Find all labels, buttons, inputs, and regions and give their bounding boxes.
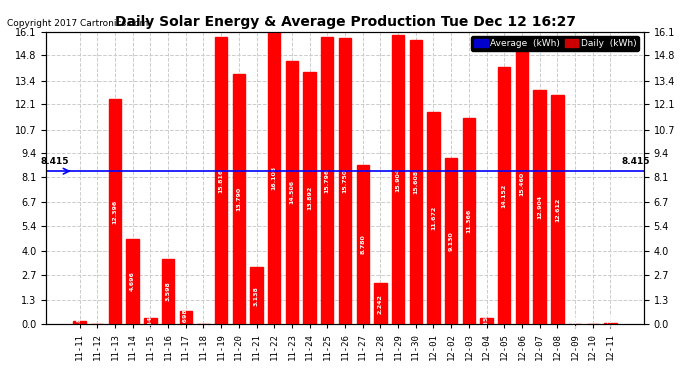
Text: 12.904: 12.904	[537, 195, 542, 219]
Bar	[480, 318, 493, 324]
Text: 8.415: 8.415	[621, 157, 649, 166]
Text: 15.796: 15.796	[325, 168, 330, 193]
Bar	[357, 165, 369, 324]
Bar	[392, 35, 404, 324]
Bar	[233, 74, 245, 324]
Text: 14.506: 14.506	[289, 180, 295, 204]
Text: 15.904: 15.904	[395, 168, 401, 192]
Text: 15.608: 15.608	[413, 170, 418, 194]
Text: 12.612: 12.612	[555, 197, 560, 222]
Bar	[463, 118, 475, 324]
Bar	[179, 311, 192, 324]
Bar	[286, 60, 298, 324]
Legend: Average  (kWh), Daily  (kWh): Average (kWh), Daily (kWh)	[471, 36, 639, 51]
Bar	[215, 37, 227, 324]
Bar	[374, 284, 386, 324]
Text: 16.108: 16.108	[272, 166, 277, 190]
Text: 0.072: 0.072	[608, 314, 613, 333]
Bar	[533, 90, 546, 324]
Text: 2.242: 2.242	[378, 294, 383, 314]
Bar	[498, 67, 511, 324]
Text: 13.892: 13.892	[307, 186, 312, 210]
Bar	[126, 239, 139, 324]
Bar	[109, 99, 121, 324]
Text: 12.396: 12.396	[112, 200, 117, 223]
Text: 15.750: 15.750	[342, 169, 348, 193]
Text: 8.780: 8.780	[360, 234, 365, 254]
Bar	[321, 37, 333, 324]
Bar	[304, 72, 316, 324]
Bar	[410, 40, 422, 324]
Text: 0.356: 0.356	[484, 311, 489, 331]
Bar	[515, 43, 528, 324]
Text: Copyright 2017 Cartronics.com: Copyright 2017 Cartronics.com	[7, 19, 148, 28]
Text: 0.344: 0.344	[148, 311, 153, 331]
Bar	[427, 112, 440, 324]
Bar	[250, 267, 263, 324]
Text: 11.366: 11.366	[466, 209, 471, 233]
Bar	[339, 38, 351, 324]
Text: 0.188: 0.188	[77, 312, 82, 332]
Bar	[73, 321, 86, 324]
Bar	[445, 158, 457, 324]
Text: 15.460: 15.460	[520, 172, 524, 196]
Text: 11.672: 11.672	[431, 206, 436, 230]
Text: 3.138: 3.138	[254, 286, 259, 306]
Bar	[551, 95, 564, 324]
Text: 14.152: 14.152	[502, 183, 506, 208]
Text: 9.130: 9.130	[448, 231, 453, 251]
Text: 15.816: 15.816	[219, 168, 224, 192]
Text: 13.790: 13.790	[237, 187, 241, 211]
Bar	[162, 259, 175, 324]
Text: 0.698: 0.698	[184, 308, 188, 328]
Bar	[268, 32, 280, 324]
Bar	[144, 318, 157, 324]
Text: 4.696: 4.696	[130, 272, 135, 291]
Text: 0.006: 0.006	[573, 314, 578, 334]
Bar	[604, 323, 617, 324]
Text: 8.415: 8.415	[41, 157, 69, 166]
Title: Daily Solar Energy & Average Production Tue Dec 12 16:27: Daily Solar Energy & Average Production …	[115, 15, 575, 29]
Text: 3.598: 3.598	[166, 282, 170, 302]
